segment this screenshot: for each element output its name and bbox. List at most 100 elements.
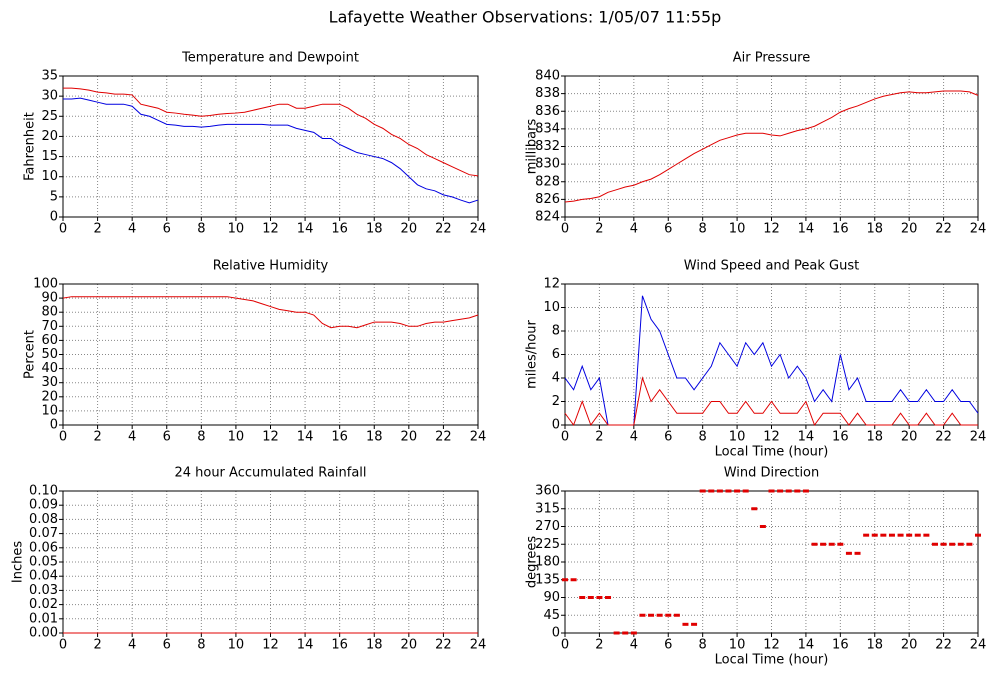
y-tick-label: 50 [41,347,58,362]
x-tick-label: 12 [262,638,279,653]
y-tick-label: 0 [552,626,560,641]
x-tick-label: 0 [59,222,67,237]
y-tick-label: 0.06 [29,540,58,555]
y-tick-label: 70 [41,319,58,334]
x-tick-label: 22 [435,222,452,237]
data-point [570,578,577,582]
data-point [768,489,775,493]
plot-frame [564,75,979,218]
x-tick-label: 12 [262,222,279,237]
y-tick-label: 100 [33,277,58,292]
y-tick-label: 836 [535,104,560,119]
x-tick-label: 20 [401,430,418,445]
data-point [957,542,964,546]
y-tick-label: 0 [552,418,560,433]
data-point [587,596,594,599]
x-tick-label: 18 [366,222,383,237]
data-point [975,533,981,537]
y-tick-label: 0.00 [29,626,58,641]
x-tick-label: 16 [832,222,849,237]
data-point [691,622,698,626]
y-axis-label: degrees [525,536,540,589]
x-tick-label: 16 [832,430,849,445]
data-point [630,631,637,635]
plot-frame [564,283,979,426]
y-tick-label: 0.09 [29,498,58,513]
x-tick-label: 14 [798,222,815,237]
plot-area [565,491,978,633]
data-point [716,489,723,493]
data-point [888,533,895,537]
y-tick-label: 270 [535,519,560,534]
x-tick-label: 14 [297,222,314,237]
x-tick-label: 2 [93,638,101,653]
data-point [673,613,680,617]
data-point [656,613,663,617]
page-title: Lafayette Weather Observations: 1/05/07 … [329,8,722,27]
x-tick-label: 22 [935,638,952,653]
x-tick-label: 20 [401,638,418,653]
x-tick-label: 22 [935,430,952,445]
x-tick-label: 10 [729,430,746,445]
x-tick-label: 4 [128,222,136,237]
x-tick-label: 10 [729,222,746,237]
data-point [828,542,835,546]
data-point [906,533,913,537]
y-tick-label: 6 [552,347,560,362]
data-point [794,489,801,493]
y-tick-label: 45 [543,608,560,623]
x-tick-label: 18 [366,638,383,653]
y-tick-label: 5 [50,189,58,204]
x-tick-label: 18 [866,430,883,445]
x-tick-label: 22 [435,430,452,445]
x-axis-label: Local Time (hour) [715,445,829,460]
series-line [63,87,479,177]
x-tick-label: 12 [763,638,780,653]
y-tick-label: 10 [41,169,58,184]
y-axis-label: Percent [23,330,38,379]
x-tick-label: 8 [699,430,707,445]
y-tick-label: 20 [41,129,58,144]
x-tick-label: 4 [128,430,136,445]
data-point [613,631,620,635]
chart-title: Temperature and Dewpoint [181,51,359,66]
y-tick-label: 0.07 [29,526,58,541]
data-point [605,596,612,599]
y-tick-label: 840 [535,69,560,84]
data-point [682,622,689,626]
x-tick-label: 10 [228,638,245,653]
y-tick-label: 838 [535,86,560,101]
data-point [931,542,938,546]
x-tick-label: 16 [331,430,348,445]
x-tick-label: 12 [262,430,279,445]
data-point [622,631,629,635]
x-tick-label: 4 [630,222,638,237]
x-tick-label: 20 [901,638,918,653]
plot-frame [62,75,479,218]
y-tick-label: 80 [41,305,58,320]
data-point [854,551,861,555]
x-tick-label: 20 [901,222,918,237]
x-tick-label: 14 [297,430,314,445]
chart-title: Relative Humidity [213,259,329,274]
x-tick-label: 18 [366,430,383,445]
data-point [811,542,818,546]
x-tick-label: 14 [798,430,815,445]
y-tick-label: 30 [41,89,58,104]
y-tick-label: 824 [535,210,560,225]
data-point [725,489,732,493]
data-point [802,489,809,493]
x-tick-label: 6 [163,222,171,237]
x-tick-label: 6 [163,430,171,445]
x-tick-label: 4 [630,430,638,445]
x-tick-label: 16 [331,222,348,237]
x-tick-label: 24 [970,222,987,237]
y-tick-label: 15 [41,149,58,164]
y-tick-label: 0.10 [29,484,58,499]
x-tick-label: 4 [630,638,638,653]
y-axis-label: millibars [525,119,540,175]
data-point [579,596,586,599]
series-line [564,376,978,427]
y-tick-label: 0.01 [29,611,58,626]
